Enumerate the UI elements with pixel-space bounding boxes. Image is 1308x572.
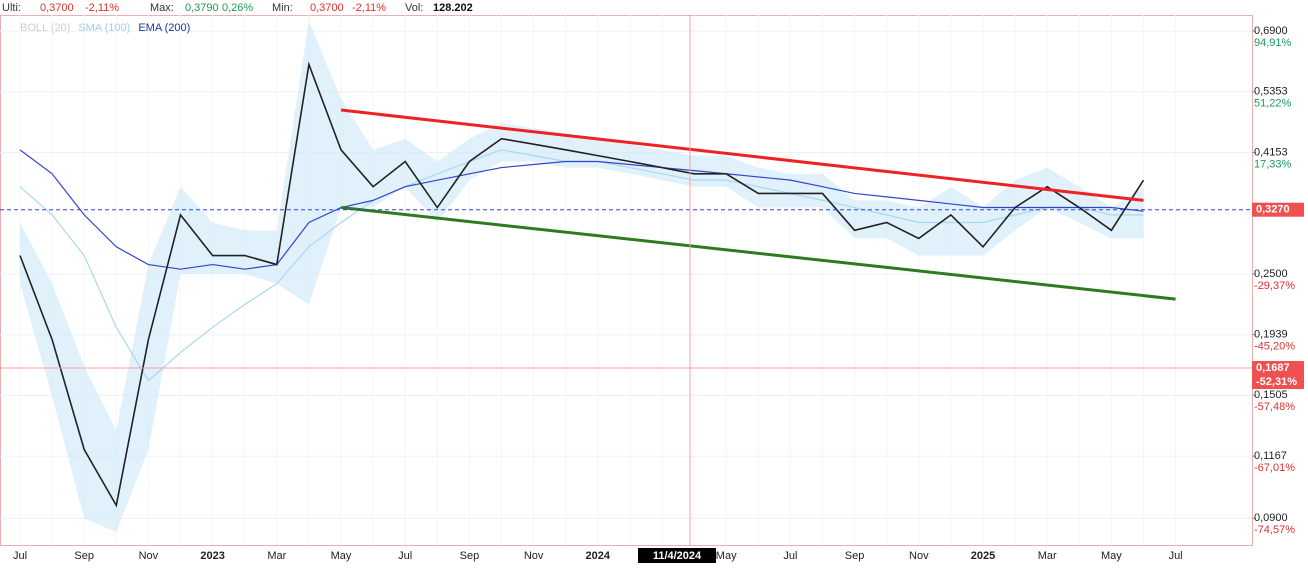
crosshair-change: -52,31% bbox=[1256, 376, 1297, 388]
info-change: -2,11% bbox=[352, 2, 386, 14]
legend-entry: SMA (100) bbox=[78, 22, 130, 34]
price-line bbox=[19, 61, 1145, 508]
last-price-label: 0,3270 bbox=[1256, 204, 1290, 216]
y-tick-label: 0,4153 bbox=[1254, 146, 1288, 158]
last-price-box bbox=[1252, 202, 1304, 217]
y-tick-label: 0,5353 bbox=[1254, 86, 1288, 98]
y-tick-note: -67,01% bbox=[1254, 462, 1295, 474]
crosshair-date-box bbox=[638, 548, 716, 563]
x-tick-label: Nov bbox=[524, 550, 544, 562]
plot-frame bbox=[0, 15, 1253, 546]
x-tick-label: 2025 bbox=[971, 550, 995, 562]
x-tick-label: Sep bbox=[460, 550, 480, 562]
y-tick-label: 0,2500 bbox=[1254, 268, 1288, 280]
x-tick-label: Sep bbox=[74, 550, 94, 562]
info-label: Min: bbox=[272, 2, 293, 14]
legend-entry: BOLL (20) bbox=[20, 22, 70, 34]
y-tick-label: 0,1939 bbox=[1254, 329, 1288, 341]
y-tick-note: -74,57% bbox=[1254, 524, 1295, 536]
crosshair-price: 0,1687 bbox=[1256, 362, 1290, 374]
info-change: -2,11% bbox=[85, 2, 119, 14]
y-tick-label: 0,0900 bbox=[1254, 512, 1288, 524]
y-tick-note: -57,48% bbox=[1254, 401, 1295, 413]
info-value: 128.202 bbox=[433, 2, 473, 14]
x-tick-label: Mar bbox=[267, 550, 286, 562]
legend-entry: EMA (200) bbox=[138, 22, 190, 34]
y-tick-label: 0,1167 bbox=[1254, 450, 1287, 462]
x-tick-label: 2024 bbox=[586, 550, 611, 562]
info-change: 0,26% bbox=[222, 2, 253, 14]
bollinger-band bbox=[20, 20, 1144, 532]
y-tick-note: 51,22% bbox=[1254, 98, 1292, 110]
crosshair-date: 11/4/2024 bbox=[653, 550, 702, 562]
x-tick-label: Jul bbox=[13, 550, 27, 562]
info-label: Vol: bbox=[405, 2, 423, 14]
y-tick-note: -29,37% bbox=[1254, 280, 1295, 292]
x-tick-label: May bbox=[716, 550, 737, 562]
info-value: 0,3790 bbox=[185, 2, 219, 14]
y-tick-note: 17,33% bbox=[1254, 158, 1292, 170]
x-tick-label: Jul bbox=[783, 550, 797, 562]
x-tick-label: Nov bbox=[139, 550, 159, 562]
trendline bbox=[340, 206, 1176, 301]
trendline bbox=[340, 108, 1144, 202]
crosshair-price-box bbox=[1252, 361, 1304, 390]
x-tick-label: Jul bbox=[1169, 550, 1183, 562]
y-tick-label: 0,1505 bbox=[1254, 389, 1288, 401]
x-tick-label: May bbox=[331, 550, 352, 562]
x-tick-label: Nov bbox=[909, 550, 929, 562]
info-label: Max: bbox=[150, 2, 174, 14]
x-tick-label: 2023 bbox=[200, 550, 224, 562]
price-line bbox=[19, 149, 1144, 270]
x-tick-label: Jul bbox=[398, 550, 412, 562]
x-tick-label: May bbox=[1101, 550, 1122, 562]
y-tick-note: -45,20% bbox=[1254, 341, 1295, 353]
info-label: Ulti: bbox=[2, 2, 21, 14]
info-value: 0,3700 bbox=[40, 2, 74, 14]
info-value: 0,3700 bbox=[310, 2, 344, 14]
x-tick-label: Mar bbox=[1038, 550, 1057, 562]
y-tick-note: 94,91% bbox=[1254, 37, 1292, 49]
x-tick-label: Sep bbox=[845, 550, 865, 562]
y-tick-label: 0,6900 bbox=[1254, 25, 1288, 37]
